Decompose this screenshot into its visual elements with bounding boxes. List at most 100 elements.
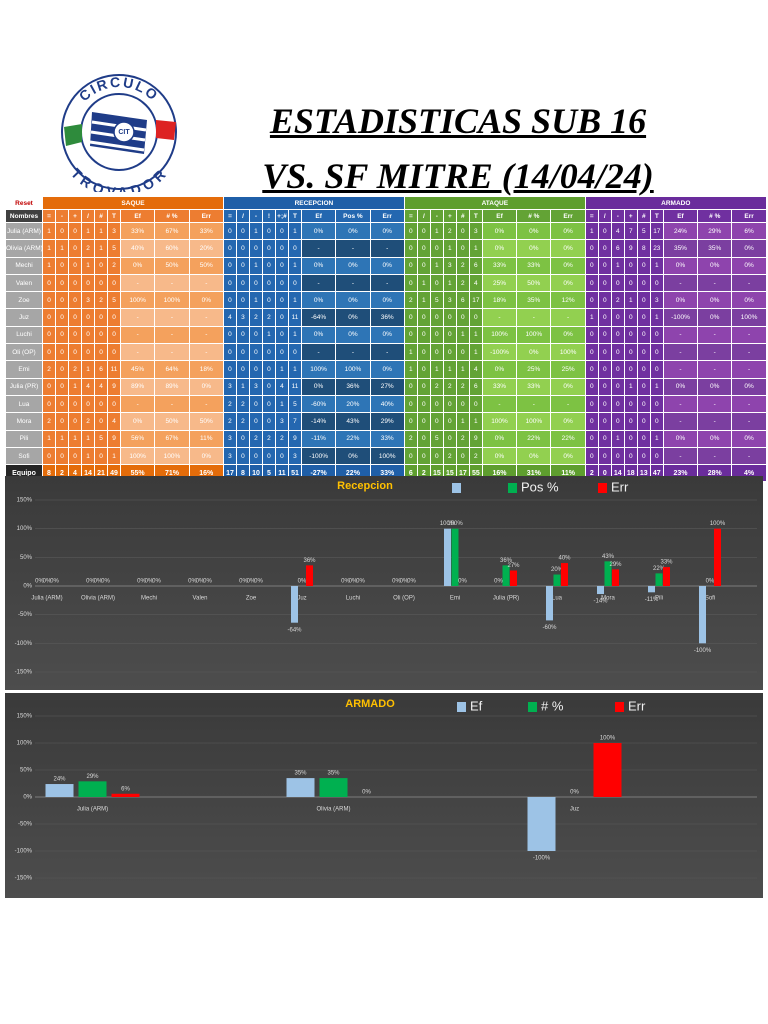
y-tick-label: 0%	[23, 795, 32, 801]
cell: 100%	[154, 291, 190, 310]
data-label: 29%	[609, 562, 622, 568]
cell: 0	[416, 325, 431, 345]
cell: 0%	[550, 221, 586, 241]
cell: 0	[442, 325, 457, 345]
cell: 3	[222, 377, 237, 396]
cell: 0	[107, 343, 121, 362]
cell: 0	[68, 273, 82, 293]
bar	[546, 586, 553, 621]
row: Emi 2 0 2 1 6 11 45% 64% 18% 0 0 0 0 1 1 100% 100% 0% 1 0 1 1 1…	[5, 360, 767, 379]
cell: 3	[442, 291, 457, 310]
column-header: Ef	[119, 209, 156, 223]
cell: 4	[94, 377, 108, 396]
cell: -	[731, 273, 767, 293]
bar	[553, 574, 561, 586]
cell: 0%	[369, 256, 405, 275]
cell: Mora	[5, 412, 43, 431]
cell: 0	[287, 273, 302, 293]
cell: 0	[107, 308, 121, 327]
cell: 1	[416, 273, 431, 293]
cell: Mechi	[5, 256, 43, 275]
cell: 0	[68, 256, 82, 275]
cell: 0	[429, 446, 444, 466]
cell: 1	[649, 429, 664, 448]
column-header: +	[68, 209, 82, 223]
x-tick-label: Mora	[601, 596, 615, 602]
cell: 0	[649, 325, 664, 345]
cell: 0	[248, 343, 263, 362]
cell: 0	[222, 221, 237, 241]
cell: 1	[455, 325, 470, 345]
column-header: Err	[369, 209, 405, 223]
cell: 100%	[119, 291, 156, 310]
cell: -	[731, 343, 767, 362]
cell: Lua	[5, 394, 43, 414]
column-header: #	[455, 209, 470, 223]
cell: 0%	[662, 429, 699, 448]
cell: 36%	[369, 308, 405, 327]
cell: 0	[68, 343, 82, 362]
cell: 0	[597, 377, 612, 396]
cell: 0	[636, 360, 651, 379]
cell: 0	[68, 446, 82, 466]
cell: 0%	[335, 325, 371, 345]
cell: 2	[455, 256, 470, 275]
bar	[648, 586, 655, 593]
data-label: 0%	[400, 579, 409, 585]
bar	[714, 528, 721, 586]
cell: 0	[261, 412, 276, 431]
cell: 0	[429, 325, 444, 345]
x-tick-label: Julia (PR)	[493, 596, 519, 602]
cell: 0	[55, 446, 69, 466]
cell: 0%	[335, 291, 371, 310]
legend-label: Pos %	[521, 479, 559, 494]
cell: 0	[261, 446, 276, 466]
cell: -	[731, 412, 767, 431]
data-label: 0%	[494, 579, 503, 585]
cell: 0	[584, 446, 599, 466]
cell: 0	[584, 256, 599, 275]
cell: 6	[455, 291, 470, 310]
cell: 0	[274, 291, 289, 310]
cell: 0	[403, 412, 418, 431]
data-label: -100%	[533, 856, 551, 862]
row: Julia (ARM) 1 0 0 1 1 3 33% 67% 33% 0 0 1 0 0 1 0% 0% 0% 0 0…	[5, 221, 767, 241]
data-label: 43%	[602, 554, 615, 560]
cell: 0	[222, 291, 237, 310]
cell: 0	[597, 221, 612, 241]
column-header: #	[636, 209, 651, 223]
cell: 20%	[188, 239, 224, 258]
column-header: /	[597, 209, 612, 223]
data-label: 22%	[653, 566, 666, 572]
data-label: -64%	[287, 627, 302, 633]
cell: 0	[274, 446, 289, 466]
cell: 0	[442, 343, 457, 362]
cell: Olivia (ARM)	[5, 239, 43, 258]
section-header: ATAQUE	[403, 196, 586, 210]
cell: 0	[610, 446, 625, 466]
cell: 0%	[300, 291, 337, 310]
cell: 1	[623, 291, 638, 310]
data-label: 35%	[294, 771, 307, 777]
column-header: T	[107, 209, 121, 223]
cell: 0	[55, 273, 69, 293]
cell: 0	[636, 256, 651, 275]
bar	[451, 528, 459, 586]
cell: 0	[261, 343, 276, 362]
data-label: 33%	[660, 560, 673, 566]
cell: -	[188, 343, 224, 362]
bar	[561, 563, 568, 586]
cell: -	[188, 308, 224, 327]
cell: -	[731, 360, 767, 379]
legend-swatch	[528, 702, 537, 712]
cell: 100%	[335, 360, 371, 379]
cell: 2	[235, 394, 250, 414]
cell: -	[516, 308, 552, 327]
data-label: 27%	[507, 563, 520, 569]
cell: 0	[636, 325, 651, 345]
cell: 0	[68, 394, 82, 414]
data-label: 0%	[203, 579, 212, 585]
cell: 0	[261, 239, 276, 258]
reset-button[interactable]: Reset	[5, 196, 43, 210]
